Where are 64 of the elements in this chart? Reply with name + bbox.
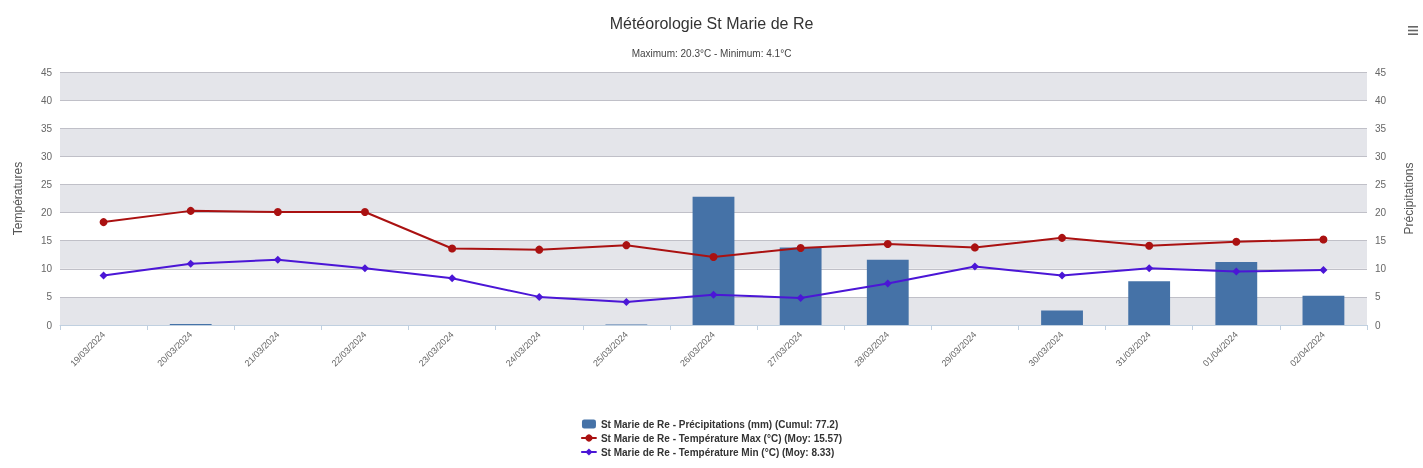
- legend-label: St Marie de Re - Température Max (°C) (Moy: 15.57): [600, 432, 843, 444]
- point: [622, 241, 631, 250]
- y-tick-label: 0: [46, 319, 53, 331]
- point: [1319, 265, 1328, 274]
- point: [186, 259, 195, 268]
- y-tick-label: 20: [40, 207, 53, 219]
- point: [360, 208, 369, 216]
- y2-tick-label: 45: [1375, 66, 1387, 78]
- bar: [1041, 310, 1083, 325]
- y2-tick-label: 35: [1375, 122, 1387, 134]
- point: [273, 208, 282, 216]
- point: [796, 294, 805, 303]
- bar: [692, 196, 735, 325]
- legend-label: St Marie de Re - Température Min (°C) (Moy: 8.33): [600, 446, 835, 458]
- y2-tick-label: 30: [1375, 150, 1387, 162]
- y2-axis-title: Précipitations: [1402, 162, 1416, 235]
- y-tick-label: 5: [46, 291, 53, 303]
- point: [883, 240, 892, 249]
- y-tick-label: 10: [40, 263, 53, 275]
- point: [1058, 233, 1067, 242]
- point: [796, 243, 805, 252]
- y-tick-label: 25: [40, 178, 53, 190]
- point: [99, 218, 108, 227]
- chart-title: Météorologie St Marie de Re: [609, 14, 814, 32]
- point: [99, 271, 108, 280]
- point: [622, 297, 631, 306]
- point: [1145, 241, 1154, 250]
- bar: [1215, 262, 1258, 325]
- y2-tick-label: 10: [1375, 263, 1387, 275]
- point: [1232, 267, 1241, 276]
- y2-tick-label: 15: [1375, 235, 1387, 247]
- y-tick-label: 15: [40, 235, 53, 247]
- point: [273, 255, 282, 264]
- point: [1232, 237, 1241, 246]
- point: [448, 244, 457, 253]
- legend-label: St Marie de Re - Précipitations (mm) (Cumul: 77.2): [600, 418, 839, 430]
- y2-tick-label: 40: [1375, 94, 1387, 106]
- y-tick-label: 35: [40, 122, 53, 134]
- point: [970, 243, 979, 252]
- y-tick-label: 45: [40, 66, 53, 78]
- y2-tick-label: 0: [1375, 319, 1381, 331]
- point: [535, 292, 544, 301]
- point: [535, 245, 544, 254]
- point: [1058, 271, 1067, 280]
- chart-subtitle: Maximum: 20.3°C - Minimum: 4.1°C: [631, 47, 792, 59]
- bar: [1302, 295, 1345, 325]
- point: [1319, 235, 1328, 244]
- y2-tick-label: 5: [1375, 291, 1381, 303]
- point: [360, 264, 369, 273]
- bar: [866, 259, 909, 325]
- point: [883, 279, 892, 288]
- y2-tick-label: 25: [1375, 178, 1387, 190]
- y-axis-title: Températures: [11, 161, 25, 236]
- point: [709, 290, 718, 299]
- y-tick-label: 30: [40, 150, 53, 162]
- y2-tick-label: 20: [1375, 207, 1387, 219]
- point: [186, 206, 195, 215]
- point: [448, 274, 457, 283]
- point: [970, 262, 979, 271]
- bar: [779, 247, 822, 325]
- point: [1145, 264, 1154, 273]
- y-tick-label: 40: [40, 94, 53, 106]
- bar: [1128, 281, 1171, 325]
- point: [709, 252, 718, 261]
